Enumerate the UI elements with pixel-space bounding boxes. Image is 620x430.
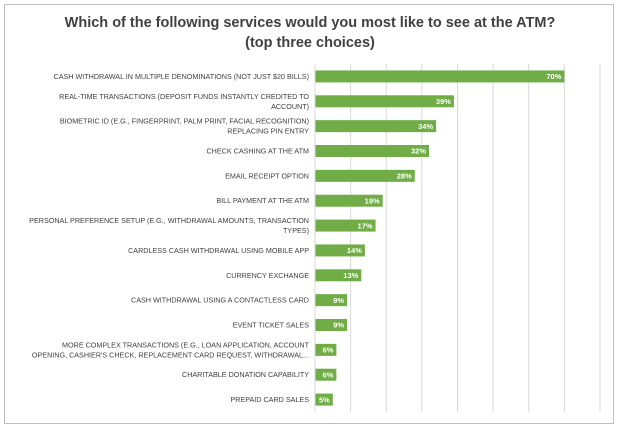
category-label: CURRENCY EXCHANGE xyxy=(226,271,309,280)
bar xyxy=(315,269,362,282)
bar xyxy=(315,219,376,232)
bar xyxy=(315,95,454,108)
bar xyxy=(315,120,437,133)
category-label: TYPES) xyxy=(283,226,309,235)
category-label: OPENING, CASHIER'S CHECK, REPLACEMENT CA… xyxy=(32,350,309,359)
bar xyxy=(315,169,415,182)
bar xyxy=(315,194,383,207)
data-label: 70% xyxy=(546,72,561,81)
category-label: REAL-TIME TRANSACTIONS (DEPOSIT FUNDS IN… xyxy=(59,92,309,101)
category-label: PERSONAL PREFERENCE SETUP (E.G., WITHDRA… xyxy=(29,216,309,225)
chart-subtitle: (top three choices) xyxy=(245,35,375,51)
bar xyxy=(315,145,429,157)
category-label: CARDLESS CASH WITHDRAWAL USING MOBILE AP… xyxy=(128,246,309,255)
category-label: BIOMETRIC ID (E.G., FINGERPRINT, PALM PR… xyxy=(60,117,309,126)
category-label: CHECK CASHING AT THE ATM xyxy=(206,147,309,156)
data-label: 13% xyxy=(343,271,358,280)
data-label: 34% xyxy=(418,122,433,131)
data-label: 17% xyxy=(358,221,373,230)
chart-title: Which of the following services would yo… xyxy=(64,15,556,31)
data-label: 6% xyxy=(323,370,334,379)
data-label: 39% xyxy=(436,97,451,106)
bar xyxy=(315,393,333,406)
data-label: 14% xyxy=(347,246,362,255)
category-label: BILL PAYMENT AT THE ATM xyxy=(216,196,309,205)
data-label: 28% xyxy=(397,172,412,181)
data-label: 19% xyxy=(365,196,380,205)
bar xyxy=(315,70,565,83)
category-label: CHARITABLE DONATION CAPABILITY xyxy=(182,370,309,379)
data-label: 9% xyxy=(333,296,344,305)
bar xyxy=(315,244,365,257)
bar xyxy=(315,319,348,331)
category-label: EVENT TICKET SALES xyxy=(233,321,310,330)
category-label: CASH WITHDRAWAL USING A CONTACTLESS CARD xyxy=(131,296,309,305)
data-label: 5% xyxy=(319,395,330,404)
data-label: 6% xyxy=(323,346,334,355)
bar xyxy=(315,368,337,381)
category-label: PREPAID CARD SALES xyxy=(230,395,309,404)
category-label: ACCOUNT) xyxy=(271,102,309,111)
category-label: REPLACING PIN ENTRY xyxy=(227,127,309,136)
category-label: CASH WITHDRAWAL IN MULTIPLE DENOMINATION… xyxy=(54,72,309,81)
category-label: EMAIL RECEIPT OPTION xyxy=(225,171,309,180)
data-label: 9% xyxy=(333,321,344,330)
category-label: MORE COMPLEX TRANSACTIONS (E.G., LOAN AP… xyxy=(62,340,310,349)
bar xyxy=(315,343,337,356)
data-label: 32% xyxy=(411,147,426,156)
bar xyxy=(315,294,348,307)
